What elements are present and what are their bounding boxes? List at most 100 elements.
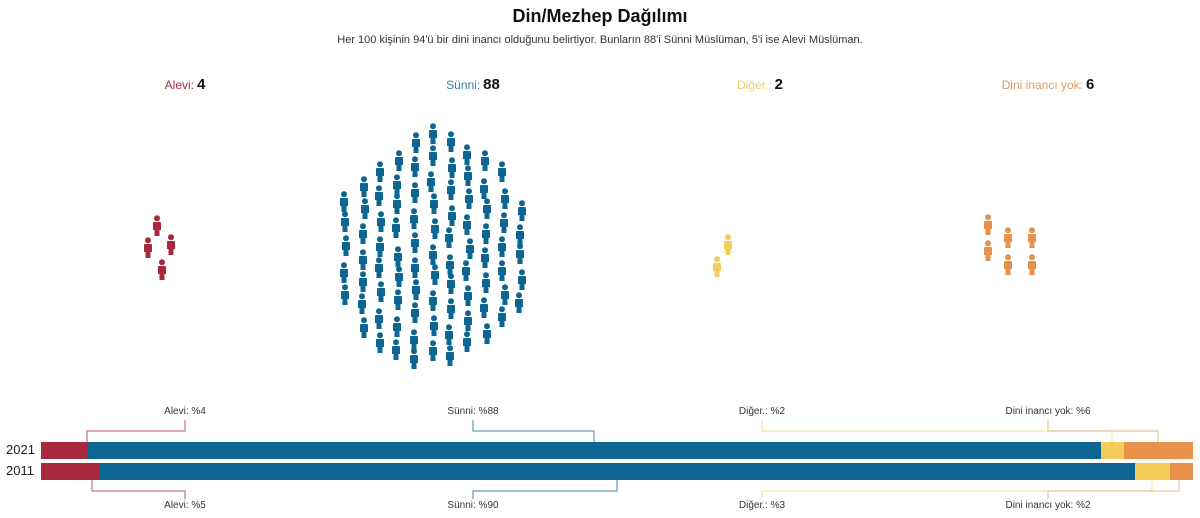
person-icon-sunni bbox=[409, 208, 418, 230]
person-icon-sunni bbox=[446, 254, 455, 276]
bar-segment-yok bbox=[1169, 463, 1193, 480]
category-name: Alevi: bbox=[164, 78, 194, 92]
category-label-diger: Diğer.: 2 bbox=[737, 76, 783, 93]
bar-segment-sunni bbox=[98, 463, 1136, 480]
person-icon-sunni bbox=[428, 290, 437, 312]
person-icon-sunni bbox=[374, 308, 383, 330]
person-icon-sunni bbox=[412, 279, 421, 301]
person-icon-sunni bbox=[445, 323, 454, 345]
person-icon-sunni bbox=[340, 262, 349, 284]
category-label-yok: Dini inancı yok: 6 bbox=[1002, 76, 1095, 93]
person-icon-alevi bbox=[167, 234, 175, 255]
person-icon-sunni bbox=[498, 161, 507, 182]
person-icon-sunni bbox=[447, 131, 456, 152]
category-name: Dini inancı yok: bbox=[1001, 78, 1084, 92]
bar-segment-diger bbox=[1135, 463, 1170, 480]
category-name: Sünni: bbox=[446, 78, 481, 92]
category-name: Diğer.: bbox=[736, 78, 772, 92]
year-label-2021: 2021 bbox=[6, 442, 35, 457]
person-icon-sunni bbox=[497, 260, 506, 282]
person-icon-sunni bbox=[392, 339, 401, 361]
person-icon-sunni bbox=[427, 171, 436, 193]
person-icon-sunni bbox=[428, 243, 437, 265]
annotation-2011-alevi: Alevi: %5 bbox=[164, 500, 206, 511]
person-icon-sunni bbox=[517, 200, 526, 222]
person-icon-sunni bbox=[358, 293, 367, 315]
category-count: 88 bbox=[483, 76, 500, 93]
person-icon-sunni bbox=[463, 144, 472, 166]
person-icon-sunni bbox=[340, 283, 349, 305]
annotation-2021-diger: Diğer.: %2 bbox=[738, 406, 786, 417]
person-icon-sunni bbox=[429, 144, 438, 166]
person-icon-sunni bbox=[375, 236, 384, 258]
person-icon-sunni bbox=[480, 297, 489, 319]
person-icon-sunni bbox=[481, 223, 490, 245]
person-icon-sunni bbox=[409, 328, 418, 350]
person-icon-sunni bbox=[429, 193, 438, 214]
person-icon-alevi bbox=[153, 215, 161, 236]
person-icon-sunni bbox=[411, 182, 420, 203]
person-icon-sunni bbox=[411, 132, 420, 154]
person-icon-sunni bbox=[463, 284, 472, 306]
person-icon-sunni bbox=[480, 247, 489, 268]
person-icon-sunni bbox=[375, 185, 384, 206]
person-icon-sunni bbox=[358, 249, 367, 271]
annotation-2011-diger: Diğer.: %3 bbox=[738, 500, 786, 511]
chart-title: Din/Mezhep Dağılımı bbox=[512, 6, 688, 26]
annotation-2021-sunni: Sünni: %88 bbox=[447, 406, 499, 417]
person-icon-sunni bbox=[358, 223, 367, 244]
person-icon-sunni bbox=[500, 187, 509, 209]
person-icon-sunni bbox=[359, 176, 368, 197]
person-icon-sunni bbox=[447, 157, 456, 179]
person-icon-sunni bbox=[393, 289, 402, 311]
person-icon-sunni bbox=[481, 149, 490, 171]
person-icon-sunni bbox=[498, 235, 507, 257]
person-icon-sunni bbox=[341, 235, 350, 257]
person-icon-sunni bbox=[483, 323, 492, 345]
person-icon-sunni bbox=[394, 246, 403, 267]
person-icon-sunni bbox=[463, 213, 472, 235]
person-icon-sunni bbox=[463, 331, 472, 353]
person-icon-sunni bbox=[447, 273, 456, 295]
bar-segment-sunni bbox=[87, 442, 1101, 459]
person-icon-yok bbox=[984, 214, 992, 235]
person-icon-sunni bbox=[410, 257, 419, 279]
year-label-2011: 2011 bbox=[6, 463, 34, 478]
annotation-2021-yok: Dini inancı yok: %6 bbox=[1005, 406, 1091, 417]
person-icon-yok bbox=[1004, 227, 1012, 248]
person-icon-sunni bbox=[359, 316, 368, 338]
person-icon-sunni bbox=[376, 331, 385, 353]
annotation-2011-sunni: Sünni: %90 bbox=[447, 500, 499, 511]
stacked-bar-2021 bbox=[41, 442, 1193, 459]
person-icon-sunni bbox=[446, 179, 455, 201]
person-icon-sunni bbox=[444, 226, 453, 248]
person-icon-sunni bbox=[429, 340, 438, 361]
person-icon-sunni bbox=[393, 316, 402, 337]
person-icon-sunni bbox=[392, 217, 401, 239]
person-icon-sunni bbox=[376, 281, 385, 303]
person-icon-diger bbox=[713, 256, 721, 277]
person-icon-sunni bbox=[500, 283, 509, 305]
bar-segment-yok bbox=[1123, 442, 1193, 459]
person-icon-sunni bbox=[482, 197, 491, 219]
category-label-alevi: Alevi: 4 bbox=[165, 76, 206, 93]
person-icon-sunni bbox=[374, 256, 383, 278]
bar-segment-diger bbox=[1100, 442, 1124, 459]
person-icon-sunni bbox=[516, 243, 525, 265]
person-icon-yok bbox=[984, 240, 992, 261]
person-icon-sunni bbox=[360, 198, 369, 219]
person-icon-sunni bbox=[480, 178, 488, 199]
person-icon-sunni bbox=[463, 310, 472, 332]
person-icon-sunni bbox=[394, 150, 403, 172]
person-icon-sunni bbox=[430, 218, 439, 240]
person-icon-diger bbox=[724, 234, 732, 255]
person-icon-yok bbox=[1028, 254, 1036, 275]
person-icon-sunni bbox=[411, 232, 420, 253]
category-count: 4 bbox=[197, 76, 206, 93]
category-label-sunni: Sünni: 88 bbox=[446, 76, 500, 93]
person-icon-sunni bbox=[430, 315, 439, 337]
person-icon-sunni bbox=[392, 174, 401, 195]
person-icon-sunni bbox=[465, 188, 474, 210]
person-icon-sunni bbox=[448, 205, 457, 226]
person-icon-sunni bbox=[500, 212, 509, 234]
